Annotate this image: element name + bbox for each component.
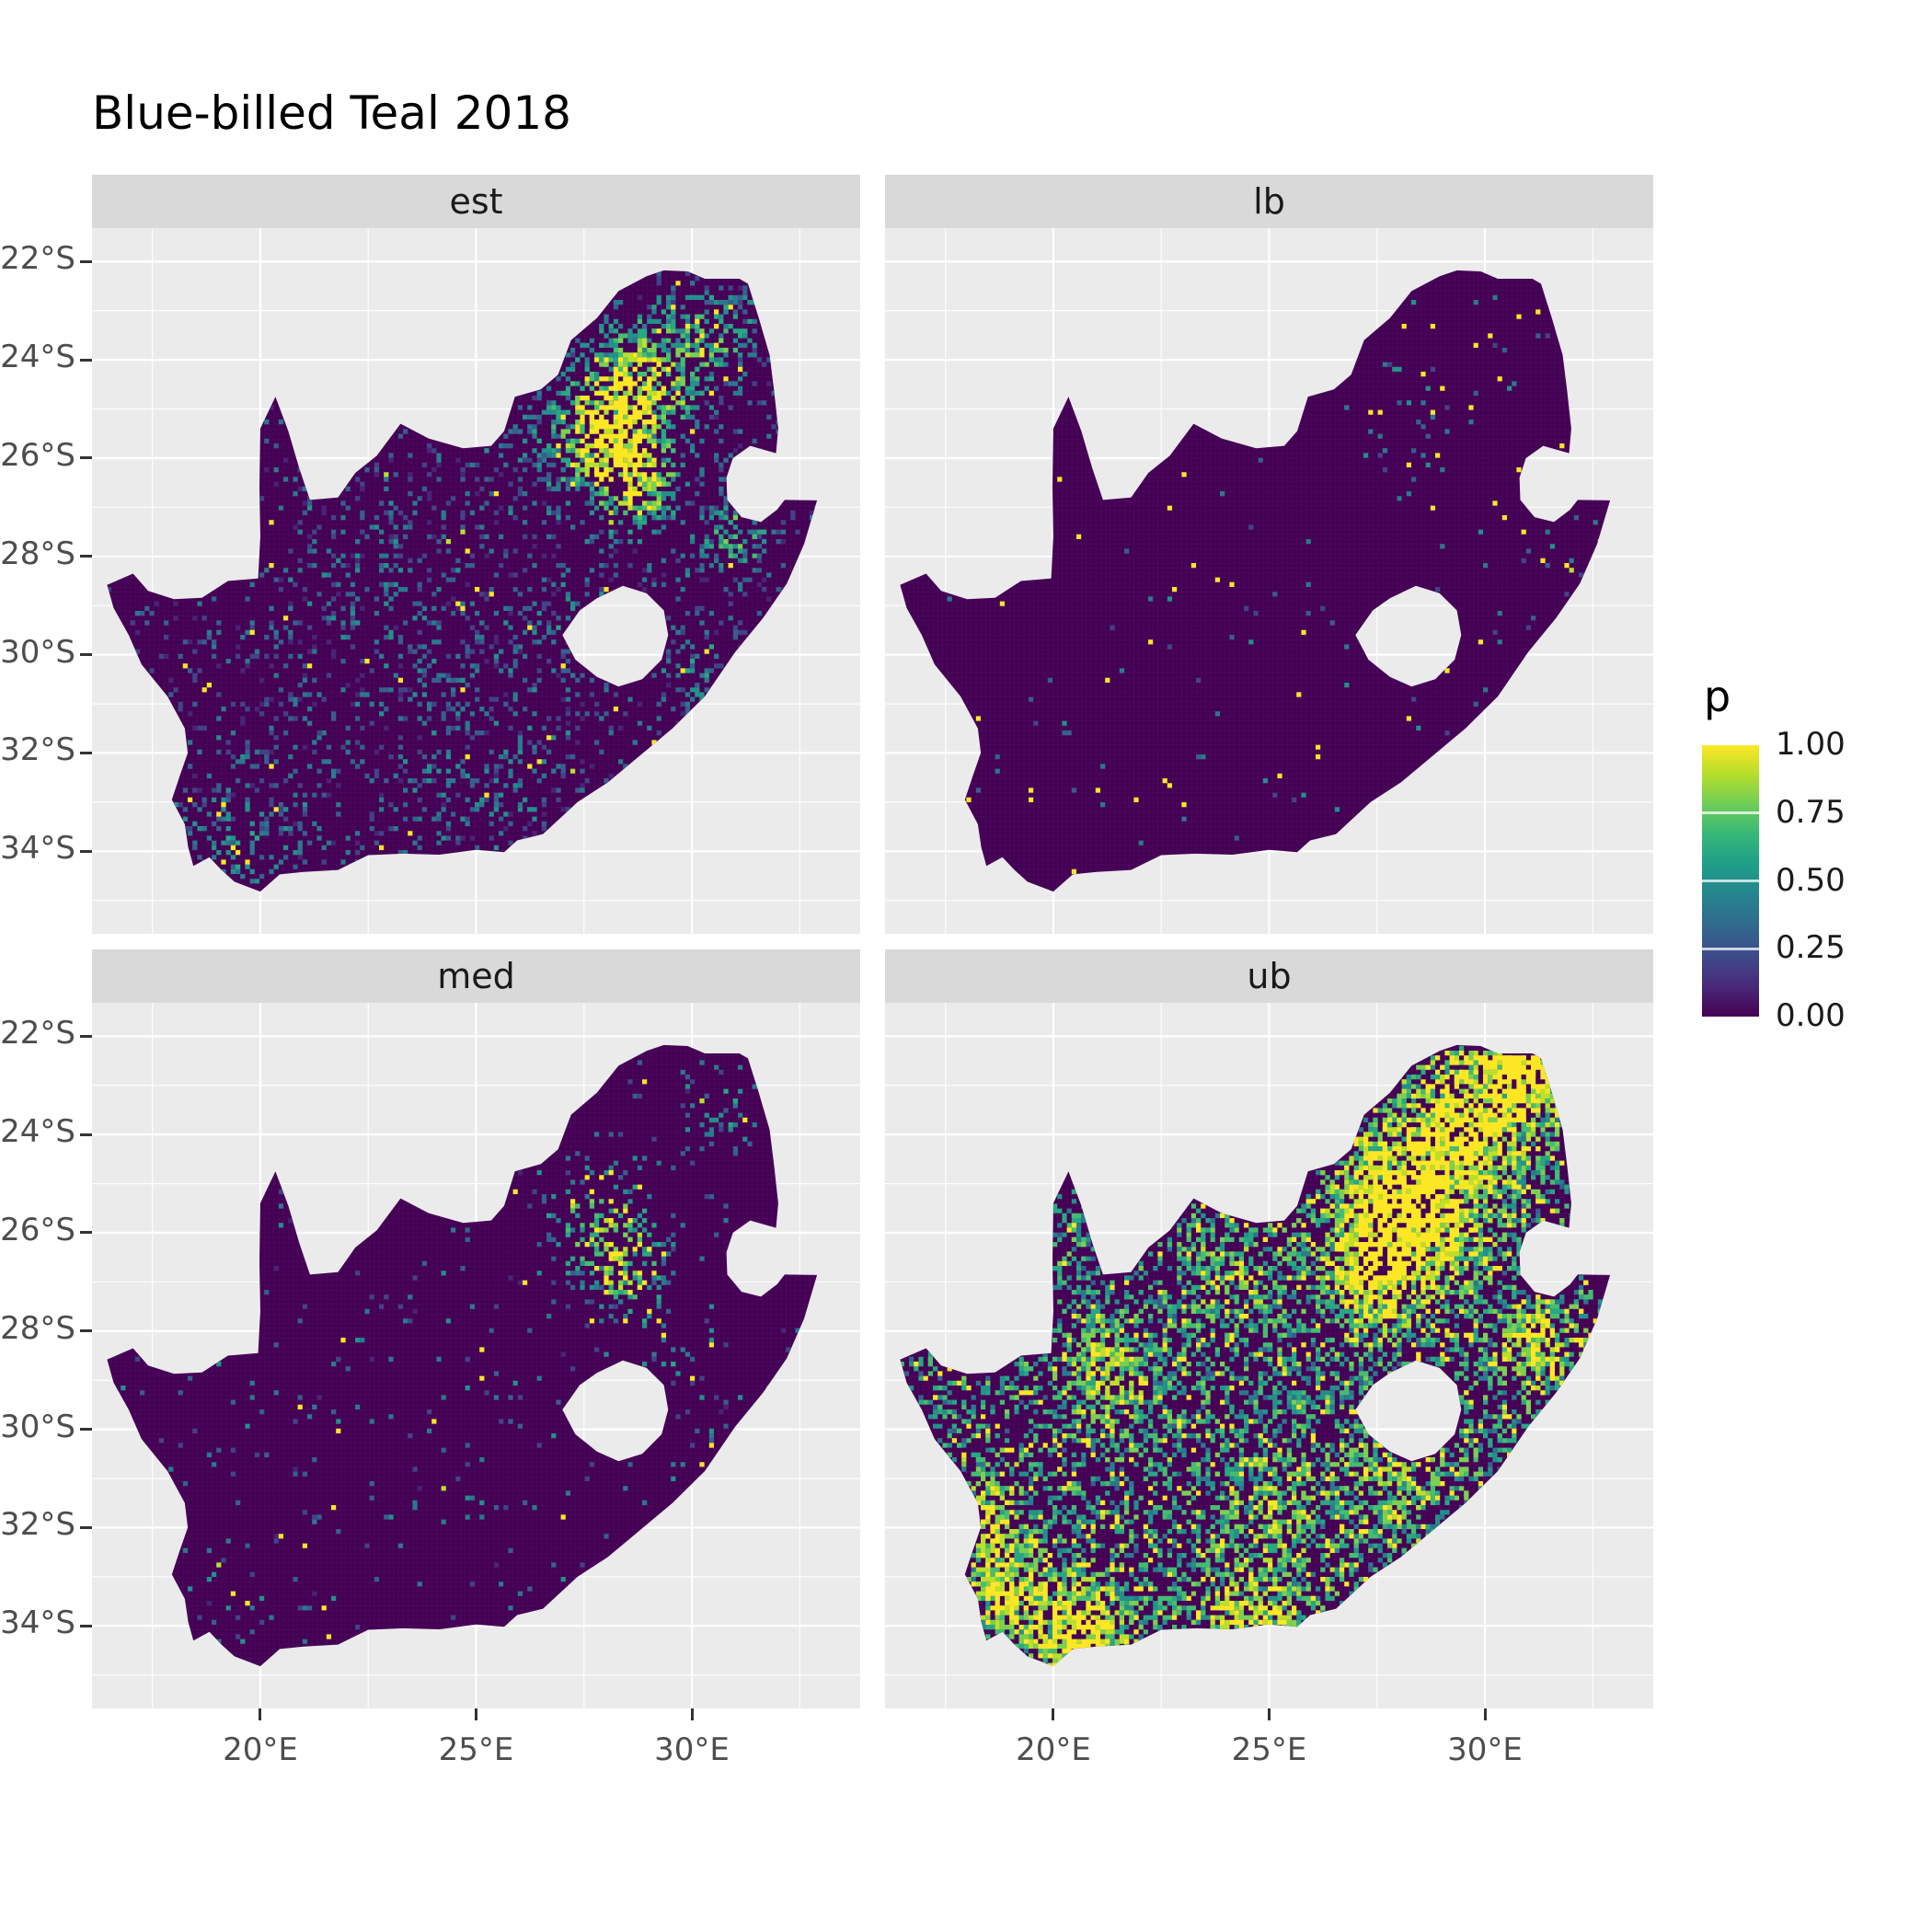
raster-cells <box>182 281 743 865</box>
y-axis-tick-label: 34°S <box>0 830 75 868</box>
x-axis-tick-label: 20°E <box>223 1731 298 1768</box>
legend-tick-mark <box>1702 811 1759 815</box>
legend-title: p <box>1704 672 1731 721</box>
y-axis-tick-mark <box>80 849 92 853</box>
y-axis-tick-mark <box>80 555 92 558</box>
y-axis-tick-label: 34°S <box>0 1604 75 1642</box>
x-axis-tick-label: 30°E <box>654 1731 730 1768</box>
y-axis-tick-label: 22°S <box>0 240 75 278</box>
y-axis-tick-mark <box>80 751 92 754</box>
facet-strip-med: med <box>92 949 860 1003</box>
facet-label-est: est <box>449 181 503 222</box>
y-axis-tick-mark <box>80 1428 92 1432</box>
x-axis-tick-mark <box>1483 1708 1487 1720</box>
map-est <box>92 228 860 934</box>
raster-cells <box>914 1045 1603 1663</box>
x-axis-tick-label: 25°E <box>1231 1731 1307 1768</box>
x-axis-tick-label: 20°E <box>1016 1731 1091 1768</box>
x-axis-tick-label: 25°E <box>438 1731 514 1768</box>
plot-title: Blue-billed Teal 2018 <box>92 86 571 140</box>
legend-tick-mark <box>1702 880 1759 882</box>
facet-panel-est: est <box>92 175 860 934</box>
raster-cells <box>225 294 767 869</box>
legend-tick-label: 0.75 <box>1776 793 1846 831</box>
y-axis-tick-label: 26°S <box>0 1211 75 1248</box>
y-axis-tick-label: 28°S <box>0 1309 75 1347</box>
raster-cells-med <box>121 1060 800 1654</box>
raster-cells <box>565 1199 657 1300</box>
facet-panel-lb: lb <box>885 175 1653 934</box>
legend-tick-label: 1.00 <box>1776 726 1846 763</box>
y-axis-tick-label: 32°S <box>0 1506 75 1544</box>
x-axis-tick-label: 30°E <box>1447 1731 1523 1768</box>
y-axis-tick-mark <box>80 1133 92 1136</box>
y-axis-tick-mark <box>80 653 92 657</box>
x-axis-tick-mark <box>259 1708 262 1720</box>
y-axis-tick-mark <box>80 456 92 460</box>
y-axis-tick-mark <box>80 1034 92 1038</box>
legend-tick-mark <box>1702 947 1759 950</box>
y-axis-tick-label: 30°S <box>0 1408 75 1445</box>
map-lb <box>885 228 1653 934</box>
facet-panel-med: med <box>92 949 860 1708</box>
y-axis-tick-label: 22°S <box>0 1015 75 1052</box>
x-axis-tick-mark <box>475 1708 477 1720</box>
legend-tick-label: 0.50 <box>1776 861 1846 899</box>
y-axis-tick-mark <box>80 1231 92 1235</box>
raster-cells <box>168 1060 800 1654</box>
y-axis-tick-mark <box>80 1525 92 1529</box>
raster-cells <box>546 1088 738 1367</box>
y-axis-tick-mark <box>80 358 92 362</box>
facet-panel-ub: ub <box>885 949 1653 1708</box>
y-axis-tick-label: 30°S <box>0 633 75 671</box>
facet-label-lb: lb <box>1253 181 1285 222</box>
y-axis-tick-label: 32°S <box>0 731 75 769</box>
facet-label-ub: ub <box>1247 956 1292 996</box>
y-axis-tick-mark <box>80 1624 92 1627</box>
facet-label-med: med <box>437 956 515 996</box>
facet-strip-ub: ub <box>885 949 1653 1003</box>
legend: p 1.00 0.75 0.50 0.25 0.00 <box>1702 672 1932 1113</box>
y-axis-tick-mark <box>80 259 92 263</box>
y-axis-tick-label: 24°S <box>0 339 75 376</box>
raster-cells-lb <box>947 294 1603 874</box>
raster-cells <box>107 270 800 874</box>
y-axis-tick-label: 28°S <box>0 535 75 572</box>
raster-cells <box>121 1084 772 1644</box>
y-axis-tick-label: 26°S <box>0 436 75 474</box>
facet-strip-lb: lb <box>885 175 1653 228</box>
raster-cells <box>1569 568 1574 573</box>
facet-strip-est: est <box>92 175 860 228</box>
raster-cells <box>560 324 743 549</box>
raster-cells <box>909 1060 1603 1659</box>
legend-tick-label: 0.25 <box>1776 929 1846 967</box>
legend-tick-label: 0.00 <box>1776 997 1846 1034</box>
raster-cells <box>961 1051 1574 1667</box>
x-axis-tick-mark <box>690 1708 694 1720</box>
map-ub <box>885 1003 1653 1708</box>
x-axis-tick-mark <box>1268 1708 1271 1720</box>
x-axis-tick-mark <box>1052 1708 1055 1720</box>
map-med <box>92 1003 860 1708</box>
y-axis-tick-label: 24°S <box>0 1113 75 1151</box>
y-axis-tick-mark <box>80 1329 92 1333</box>
